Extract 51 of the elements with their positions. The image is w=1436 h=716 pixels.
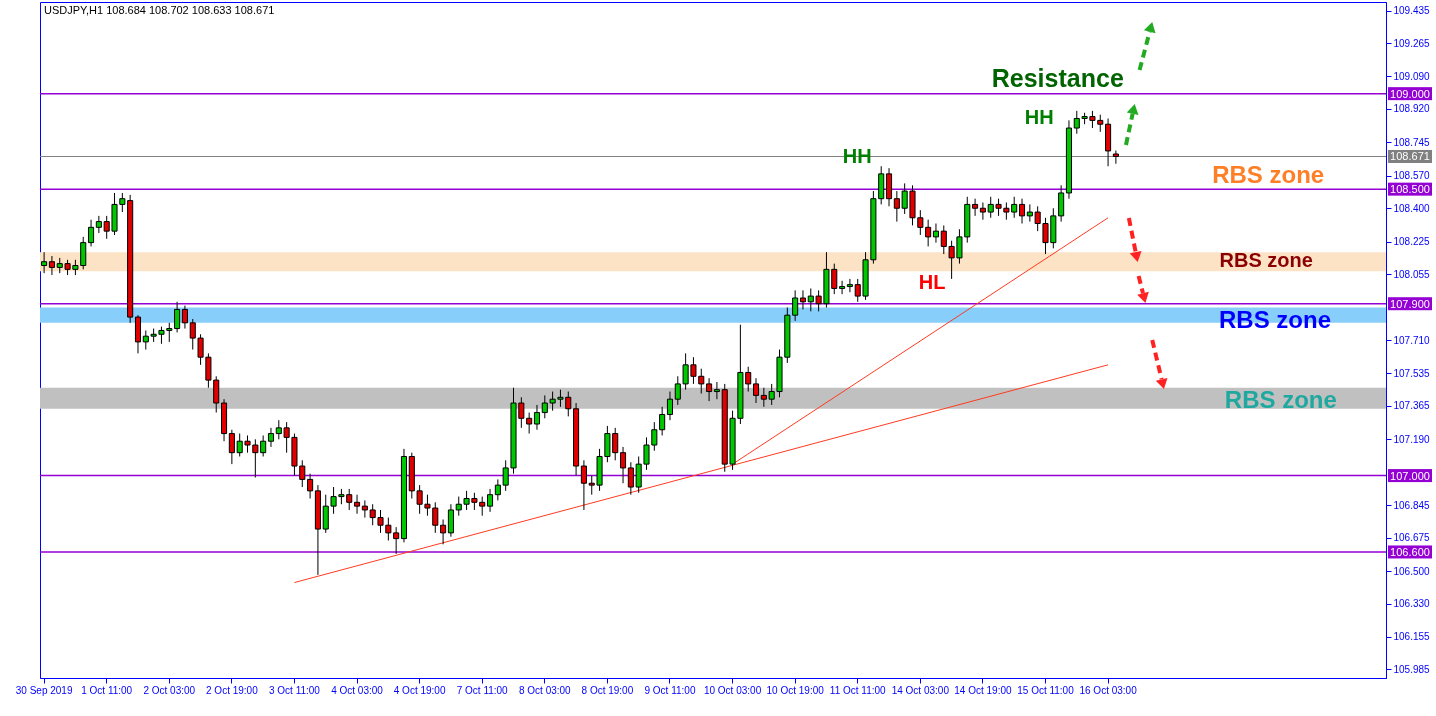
x-tick-label: 14 Oct 03:00 bbox=[891, 684, 950, 696]
x-tick-label: 8 Oct 19:00 bbox=[581, 684, 634, 696]
y-tick-label: 107.190 bbox=[1393, 433, 1431, 445]
x-tick-label: 4 Oct 19:00 bbox=[393, 684, 446, 696]
ref-line-label: 107.000 bbox=[1390, 469, 1430, 482]
y-tick-label: 107.535 bbox=[1393, 367, 1431, 379]
y-tick-label: 108.225 bbox=[1393, 236, 1431, 248]
x-tick-label: 9 Oct 11:00 bbox=[644, 684, 696, 696]
ref-line-label: 106.600 bbox=[1390, 545, 1430, 558]
ref-line-label: 108.500 bbox=[1390, 183, 1430, 196]
y-tick-label: 108.055 bbox=[1393, 268, 1431, 280]
y-tick-label: 108.400 bbox=[1393, 202, 1431, 214]
ref-line-label: 109.000 bbox=[1390, 87, 1430, 100]
y-tick-label: 105.985 bbox=[1393, 663, 1431, 675]
annotation: RBS zone bbox=[1219, 249, 1313, 271]
y-tick-label: 109.090 bbox=[1393, 70, 1431, 82]
y-tick-label: 109.265 bbox=[1393, 37, 1431, 49]
x-tick-label: 4 Oct 03:00 bbox=[331, 684, 384, 696]
y-tick-label: 109.435 bbox=[1393, 5, 1431, 17]
y-tick-label: 106.675 bbox=[1393, 532, 1431, 544]
x-tick-label: 7 Oct 11:00 bbox=[456, 684, 509, 696]
x-tick-label: 8 Oct 03:00 bbox=[518, 684, 572, 696]
x-tick-label: 1 Oct 11:00 bbox=[81, 684, 133, 696]
x-tick-label: 3 Oct 11:00 bbox=[268, 684, 321, 696]
y-tick-label: 106.155 bbox=[1393, 631, 1431, 643]
y-tick-label: 106.330 bbox=[1393, 598, 1431, 610]
y-tick-label: 107.365 bbox=[1393, 400, 1431, 412]
x-tick-label: 2 Oct 03:00 bbox=[143, 684, 196, 696]
y-tick-label: 108.570 bbox=[1393, 170, 1431, 182]
y-tick-label: 107.710 bbox=[1393, 334, 1431, 346]
annotation: RBS zone bbox=[1224, 386, 1337, 413]
ref-line-label: 107.900 bbox=[1390, 297, 1430, 310]
y-tick-label: 108.920 bbox=[1393, 103, 1431, 115]
ref-line-label: 108.671 bbox=[1390, 150, 1430, 163]
x-tick-label: 11 Oct 11:00 bbox=[829, 684, 887, 696]
x-tick-label: 30 Sep 2019 bbox=[15, 684, 73, 696]
annotation: RBS zone bbox=[1212, 161, 1325, 188]
chart-title: USDJPY,H1 108.684 108.702 108.633 108.671 bbox=[44, 4, 275, 16]
y-tick-label: 106.845 bbox=[1393, 499, 1431, 511]
x-tick-label: 10 Oct 03:00 bbox=[703, 684, 762, 696]
annotation: HH bbox=[842, 145, 872, 167]
x-tick-label: 16 Oct 03:00 bbox=[1079, 684, 1138, 696]
annotation: HH bbox=[1024, 106, 1054, 128]
x-tick-label: 15 Oct 11:00 bbox=[1017, 684, 1075, 696]
x-tick-label: 14 Oct 19:00 bbox=[954, 684, 1012, 696]
annotation: HL bbox=[918, 271, 946, 293]
y-tick-label: 108.745 bbox=[1393, 136, 1431, 148]
x-tick-label: 10 Oct 19:00 bbox=[766, 684, 825, 696]
x-tick-label: 2 Oct 19:00 bbox=[206, 684, 259, 696]
y-tick-label: 106.500 bbox=[1393, 565, 1431, 577]
annotation: Resistance bbox=[991, 64, 1124, 92]
